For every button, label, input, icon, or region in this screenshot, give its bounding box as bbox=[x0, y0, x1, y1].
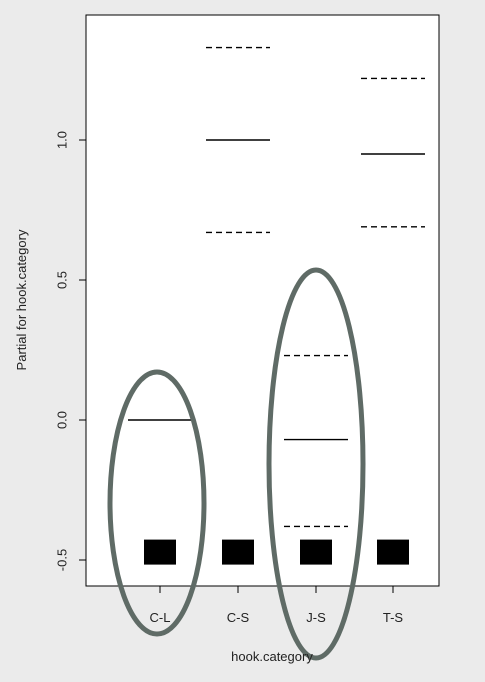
x-axis: C-L C-S J-S T-S bbox=[150, 586, 404, 625]
x-tick-label: C-L bbox=[150, 610, 171, 625]
rug-mark bbox=[377, 539, 409, 565]
highlight-ellipse bbox=[266, 267, 366, 661]
y-tick-label: 1.0 bbox=[54, 131, 69, 149]
x-axis-label: hook.category bbox=[231, 649, 313, 664]
highlight-annotations bbox=[107, 267, 366, 661]
y-tick-label: 0.0 bbox=[54, 411, 69, 429]
rug-mark bbox=[300, 539, 332, 565]
y-axis: -0.5 0.0 0.5 1.0 bbox=[54, 131, 86, 571]
x-tick-label: T-S bbox=[383, 610, 404, 625]
y-axis-label: Partial for hook.category bbox=[14, 229, 29, 370]
highlight-ellipse bbox=[107, 369, 207, 637]
y-tick-label: 0.5 bbox=[54, 271, 69, 289]
y-tick-label: -0.5 bbox=[54, 549, 69, 571]
x-tick-label: C-S bbox=[227, 610, 250, 625]
rug-mark bbox=[144, 539, 176, 565]
x-tick-label: J-S bbox=[306, 610, 326, 625]
plot-background bbox=[85, 14, 440, 587]
plot-marks bbox=[128, 46, 425, 565]
rug-mark bbox=[222, 539, 254, 565]
